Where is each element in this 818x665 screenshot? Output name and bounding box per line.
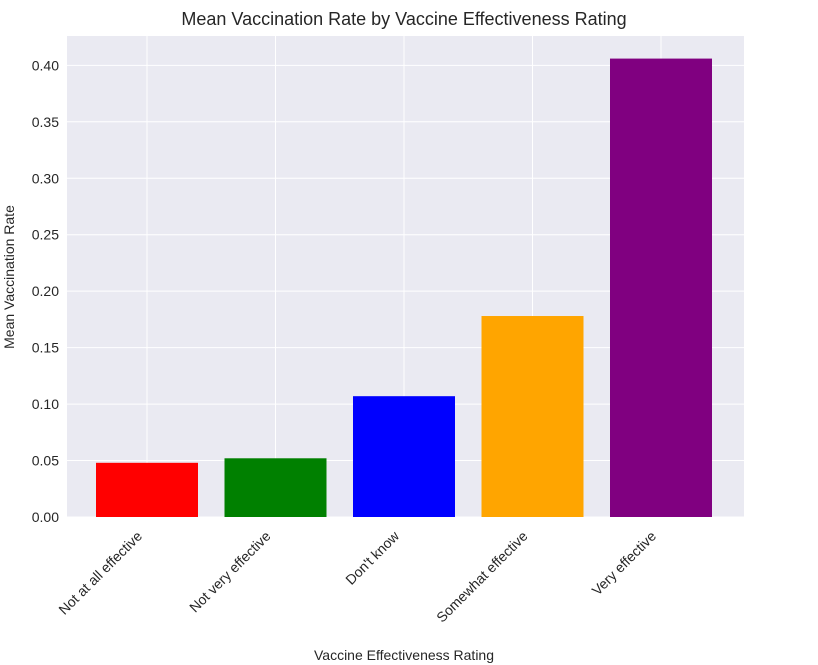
x-tick-label: Very effective [589, 528, 660, 599]
y-tick-label: 0.05 [32, 453, 59, 469]
y-axis-label: Mean Vaccination Rate [1, 205, 17, 349]
x-tick-label: Somewhat effective [433, 528, 531, 626]
bar-3 [353, 396, 455, 517]
bar-2 [224, 458, 327, 517]
bar-1 [96, 462, 198, 517]
y-tick-label: 0.20 [32, 283, 59, 299]
bar-5 [610, 58, 712, 518]
bar-4 [481, 316, 584, 517]
chart-title: Mean Vaccination Rate by Vaccine Effecti… [181, 9, 626, 29]
y-tick-label: 0.30 [32, 170, 59, 186]
x-tick-label: Don't know [342, 527, 403, 588]
y-tick-labels: 0.00 0.05 0.10 0.15 0.20 0.25 0.30 0.35 0.40 [32, 57, 59, 525]
y-tick-label: 0.10 [32, 396, 59, 412]
x-axis-label: Vaccine Effectiveness Rating [314, 647, 494, 663]
bars [96, 58, 712, 518]
y-tick-label: 0.00 [32, 509, 59, 525]
x-tick-labels: Not at all effective Not very effective Do… [55, 527, 659, 625]
x-tick-label: Not at all effective [55, 528, 145, 618]
y-tick-label: 0.15 [32, 340, 59, 356]
y-tick-label: 0.40 [32, 57, 59, 73]
y-tick-label: 0.25 [32, 227, 59, 243]
x-tick-label: Not very effective [186, 528, 274, 616]
y-tick-label: 0.35 [32, 114, 59, 130]
